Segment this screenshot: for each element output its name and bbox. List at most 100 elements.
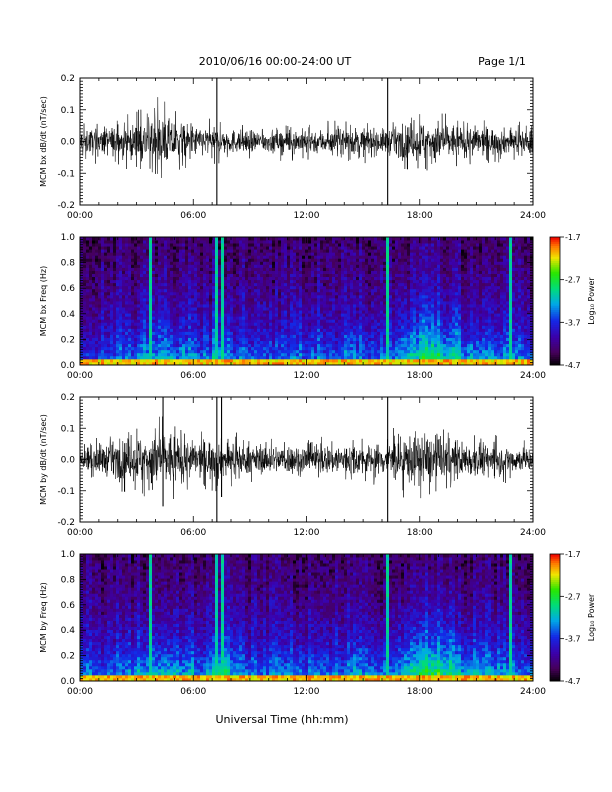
spectrogram-cell (197, 279, 201, 284)
spectrogram-cell (119, 304, 123, 308)
spectrogram-cell (200, 355, 204, 360)
spectrogram-cell (119, 313, 123, 317)
spectrogram-cell (86, 246, 90, 250)
spectrogram-cell (176, 361, 180, 366)
spectrogram-cell (389, 240, 393, 244)
spectrogram-cell (125, 240, 129, 244)
spectrogram-cell (413, 352, 417, 357)
spectrogram-cell (122, 349, 126, 354)
spectrogram-cell (377, 240, 381, 244)
spectrogram-cell (242, 334, 246, 338)
spectrogram-cell (119, 288, 123, 293)
spectrogram-cell (110, 322, 114, 326)
spectrogram-cell (347, 343, 351, 348)
spectrogram-cell (380, 340, 384, 345)
signal-trace (80, 97, 533, 178)
spectrogram-cell (83, 243, 87, 247)
spectrogram-cell (110, 243, 114, 247)
spectrogram-cell (422, 246, 426, 250)
spectrogram-cell (338, 301, 342, 305)
spectrogram-cell (242, 240, 246, 244)
spectrogram-cell (233, 279, 237, 284)
spectrogram-cell (410, 255, 414, 259)
spectrogram-cell (263, 276, 267, 281)
spectrogram-cell (335, 297, 339, 302)
spectrogram-cell (152, 334, 156, 338)
spectrogram-cell (128, 349, 132, 354)
spectrogram-cell (221, 291, 225, 296)
spectrogram-cell (335, 313, 339, 317)
spectrogram-cell (191, 258, 195, 262)
spectrogram-cell (89, 273, 93, 278)
spectrogram-cell (335, 243, 339, 247)
spectrogram-cell (278, 358, 282, 363)
spectrogram-cell (317, 352, 321, 357)
spectrogram-cell (272, 334, 276, 338)
spectrogram-cell (116, 307, 120, 311)
spectrogram-cell (125, 337, 129, 342)
spectrogram-cell (332, 307, 336, 311)
spectrogram-cell (215, 273, 219, 278)
spectrogram-cell (143, 325, 147, 329)
spectrogram-cell (245, 288, 249, 293)
spectrogram-cell (290, 255, 294, 259)
spectrogram-cell (272, 346, 276, 351)
spectrogram-cell (251, 243, 255, 247)
spectrogram-cell (260, 346, 264, 351)
spectrogram-cell (266, 334, 270, 338)
spectrogram-cell (314, 258, 318, 262)
spectrogram-cell (248, 304, 252, 308)
spectrogram-cell (173, 304, 177, 308)
spectrogram-cell (383, 291, 387, 296)
spectrogram-cell (251, 337, 255, 342)
spectrogram-cell (260, 355, 264, 360)
spectrogram-cell (407, 249, 411, 253)
waveform-panel-1: 00:00 06:00 12:00 18:00 24:00-0.2-0.10.00.10… (39, 74, 546, 221)
spectrogram-cell (116, 240, 120, 244)
spectrogram-cell (110, 361, 114, 366)
spectrogram-cell (206, 358, 210, 363)
spectrogram-cell (197, 310, 201, 314)
spectrogram-cell (146, 282, 150, 287)
spectrogram-cell (305, 304, 309, 308)
spectrogram-cell (206, 258, 210, 262)
spectrogram-cell (236, 325, 240, 329)
spectrogram-cell (86, 282, 90, 287)
spectrogram-cell (101, 246, 105, 250)
spectrogram-cell (374, 294, 378, 299)
spectrogram-cell (179, 291, 183, 296)
spectrogram-cell (296, 252, 300, 256)
spectrogram-cell (101, 334, 105, 338)
spectrogram-cell (227, 304, 231, 308)
spectrogram-cell (95, 249, 99, 253)
spectrogram-cell (176, 340, 180, 345)
spectrogram-cell (299, 285, 303, 290)
spectrogram-cell (293, 255, 297, 259)
spectrogram-cell (338, 288, 342, 293)
spectrogram-cell (128, 358, 132, 363)
spectrogram-cell (269, 304, 273, 308)
spectrogram-cell (125, 358, 129, 363)
spectrogram-cell (245, 310, 249, 314)
spectrogram-cell (212, 294, 216, 299)
spectrogram-cell (92, 237, 96, 241)
spectrogram-cell (104, 246, 108, 250)
spectrogram-cell (239, 307, 243, 311)
spectrogram-cell (140, 237, 144, 241)
spectrogram-cell (380, 294, 384, 299)
spectrogram-cell (287, 270, 291, 274)
spectrogram-cell (101, 270, 105, 274)
spectrogram-cell (236, 279, 240, 284)
spectrogram-cell (335, 255, 339, 259)
spectrogram-cell (119, 276, 123, 281)
spectrogram-cell (218, 352, 222, 357)
spectrogram-cell (176, 301, 180, 305)
spectrogram-cell (194, 291, 198, 296)
spectrogram-cell (422, 273, 426, 278)
spectrogram-cell (341, 337, 345, 342)
spectrogram-cell (137, 240, 141, 244)
spectrogram-cell (257, 261, 261, 265)
spectrogram-cell (233, 246, 237, 250)
spectrogram-cell (86, 349, 90, 354)
spectrogram-cell (377, 319, 381, 323)
